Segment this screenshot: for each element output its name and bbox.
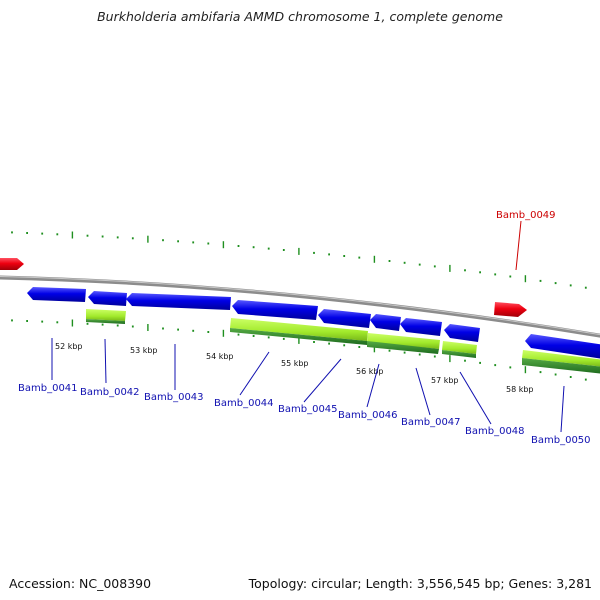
gene-label-bamb-0048[interactable]: Bamb_0048: [465, 426, 525, 437]
feature-light-1: [86, 309, 126, 321]
gene-arrow-bamb-0043[interactable]: [126, 293, 231, 310]
gene-label-bamb-0044[interactable]: Bamb_0044: [214, 398, 274, 409]
gene-arrow-bamb-0048[interactable]: [444, 324, 480, 342]
feature-light-3: [367, 333, 440, 349]
feature-light-4: [442, 341, 477, 354]
chromosome-backbone: [0, 275, 600, 338]
chromosome-backbone-highlight: [0, 275, 600, 336]
gene-arrow-bamb-0045[interactable]: [318, 309, 371, 328]
feature-dark-3: [367, 341, 439, 354]
feature-dark-4: [442, 350, 476, 358]
gene-arrow-bamb-0046[interactable]: [370, 314, 401, 331]
outer-tick-ring: [11, 231, 587, 289]
map-title: Burkholderia ambifaria AMMD chromosome 1…: [97, 9, 503, 24]
gene-arrow-bamb-0047[interactable]: [400, 318, 442, 336]
inner-tick-ring: [11, 319, 587, 381]
accession-text: Accession: NC_008390: [9, 576, 152, 591]
kbp-label-57: 57 kbp: [431, 376, 459, 385]
kbp-label-54: 54 kbp: [206, 352, 234, 361]
gene-arrow-bamb-0042[interactable]: [88, 291, 127, 306]
feature-dark-1: [86, 319, 125, 324]
gene-arrow-bamb-0041[interactable]: [27, 287, 86, 302]
gene-arrow-bamb-0049[interactable]: [494, 302, 527, 317]
gene-label-bamb-0043[interactable]: Bamb_0043: [144, 392, 204, 403]
gene-label-bamb-0046[interactable]: Bamb_0046: [338, 410, 398, 421]
gene-label-bamb-0041[interactable]: Bamb_0041: [18, 383, 78, 394]
kbp-label-58: 58 kbp: [506, 385, 534, 394]
feature-dark-2: [230, 328, 367, 345]
feature-light-2: [230, 318, 368, 341]
gene-label-bamb-0042[interactable]: Bamb_0042: [80, 387, 140, 398]
topology-text: Topology: circular; Length: 3,556,545 bp…: [248, 576, 592, 591]
label-leader-bamb-0049: [515, 220, 522, 271]
gene-arrow-bamb-0050[interactable]: [525, 334, 600, 359]
kbp-label-56: 56 kbp: [356, 367, 384, 376]
feature-light-5: [522, 350, 600, 367]
feature-dark-5: [522, 358, 600, 374]
gene-label-bamb-0045[interactable]: Bamb_0045: [278, 404, 338, 415]
label-leaders: [51, 338, 565, 433]
gene-label-bamb-0050[interactable]: Bamb_0050: [531, 435, 591, 446]
gene-label-bamb-0049[interactable]: Bamb_0049: [496, 210, 556, 221]
kbp-label-52: 52 kbp: [55, 342, 83, 351]
kbp-label-55: 55 kbp: [281, 359, 309, 368]
gene-arrow-forward-start[interactable]: [0, 258, 24, 270]
gene-label-bamb-0047[interactable]: Bamb_0047: [401, 417, 461, 428]
gene-arrow-bamb-0044[interactable]: [232, 300, 318, 320]
kbp-label-53: 53 kbp: [130, 346, 158, 355]
